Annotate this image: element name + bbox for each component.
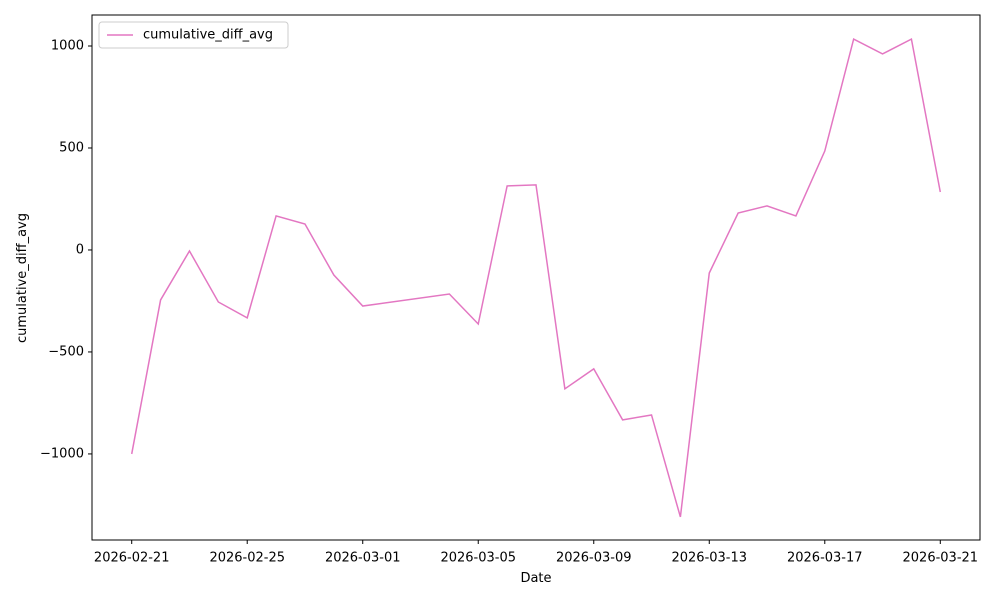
y-tick-label: 0 <box>76 242 84 257</box>
legend-label: cumulative_diff_avg <box>143 28 273 43</box>
y-tick-label: −1000 <box>40 446 84 461</box>
y-tick-label: 1000 <box>51 39 84 54</box>
y-tick-label: 500 <box>59 140 84 155</box>
legend-box <box>98 21 289 49</box>
line <box>130 37 942 518</box>
x-axis-label: Date <box>520 571 551 586</box>
y-axis-label: cumulative_diff_avg <box>15 213 30 343</box>
x-tick-label: 2026-02-25 <box>209 551 285 566</box>
y-tick-label: −500 <box>48 344 84 359</box>
x-tick-label: 2026-03-09 <box>556 551 632 566</box>
x-tick-label: 2026-02-21 <box>94 551 170 566</box>
plot-frame <box>91 14 981 541</box>
x-tick-label: 2026-03-05 <box>440 551 516 566</box>
x-tick-label: 2026-03-13 <box>671 551 747 566</box>
x-tick-label: 2026-03-21 <box>903 551 979 566</box>
x-tick-label: 2026-03-17 <box>787 551 863 566</box>
x-tick-label: 2026-03-01 <box>325 551 401 566</box>
